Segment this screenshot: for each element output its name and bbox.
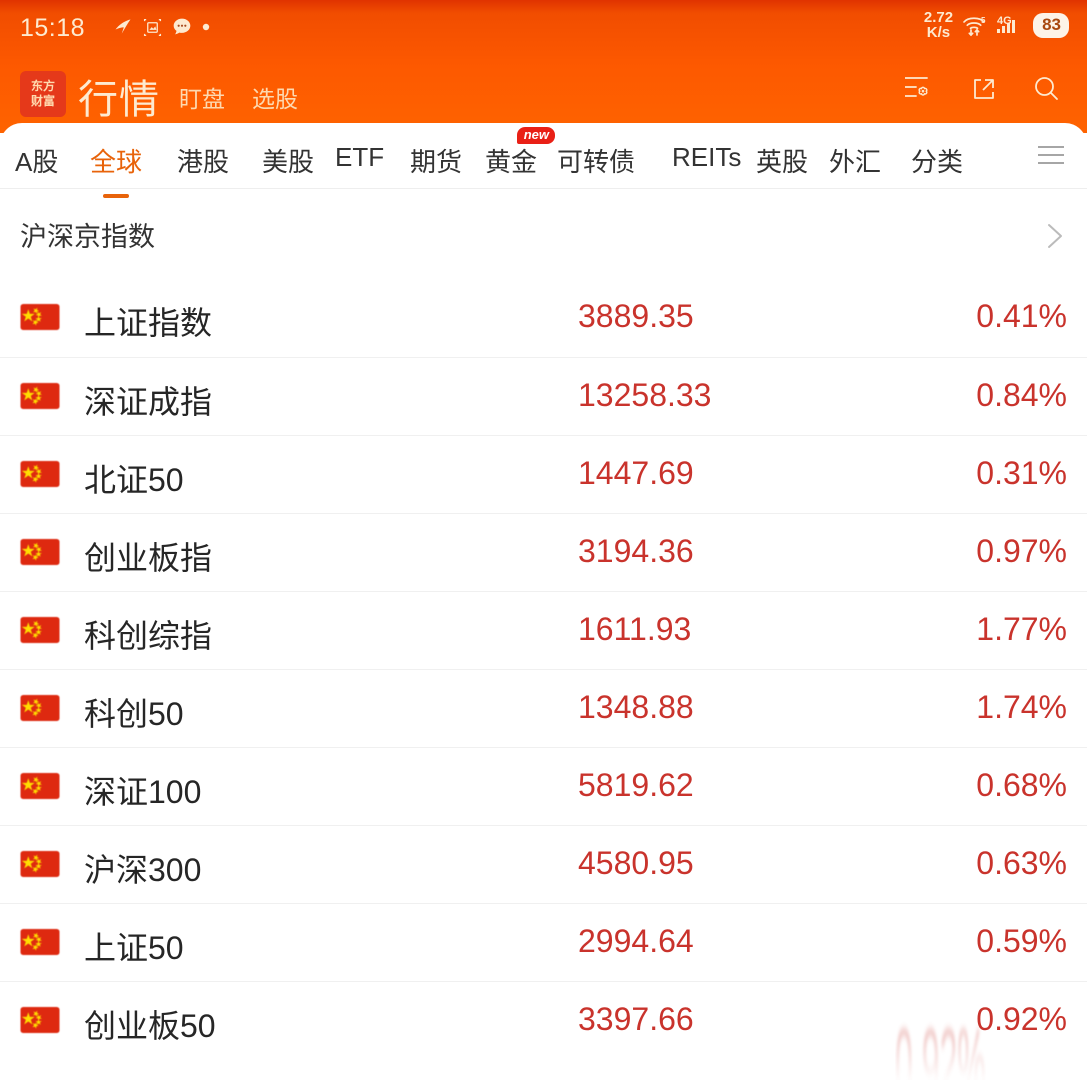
svg-text:5: 5 [981, 16, 986, 25]
